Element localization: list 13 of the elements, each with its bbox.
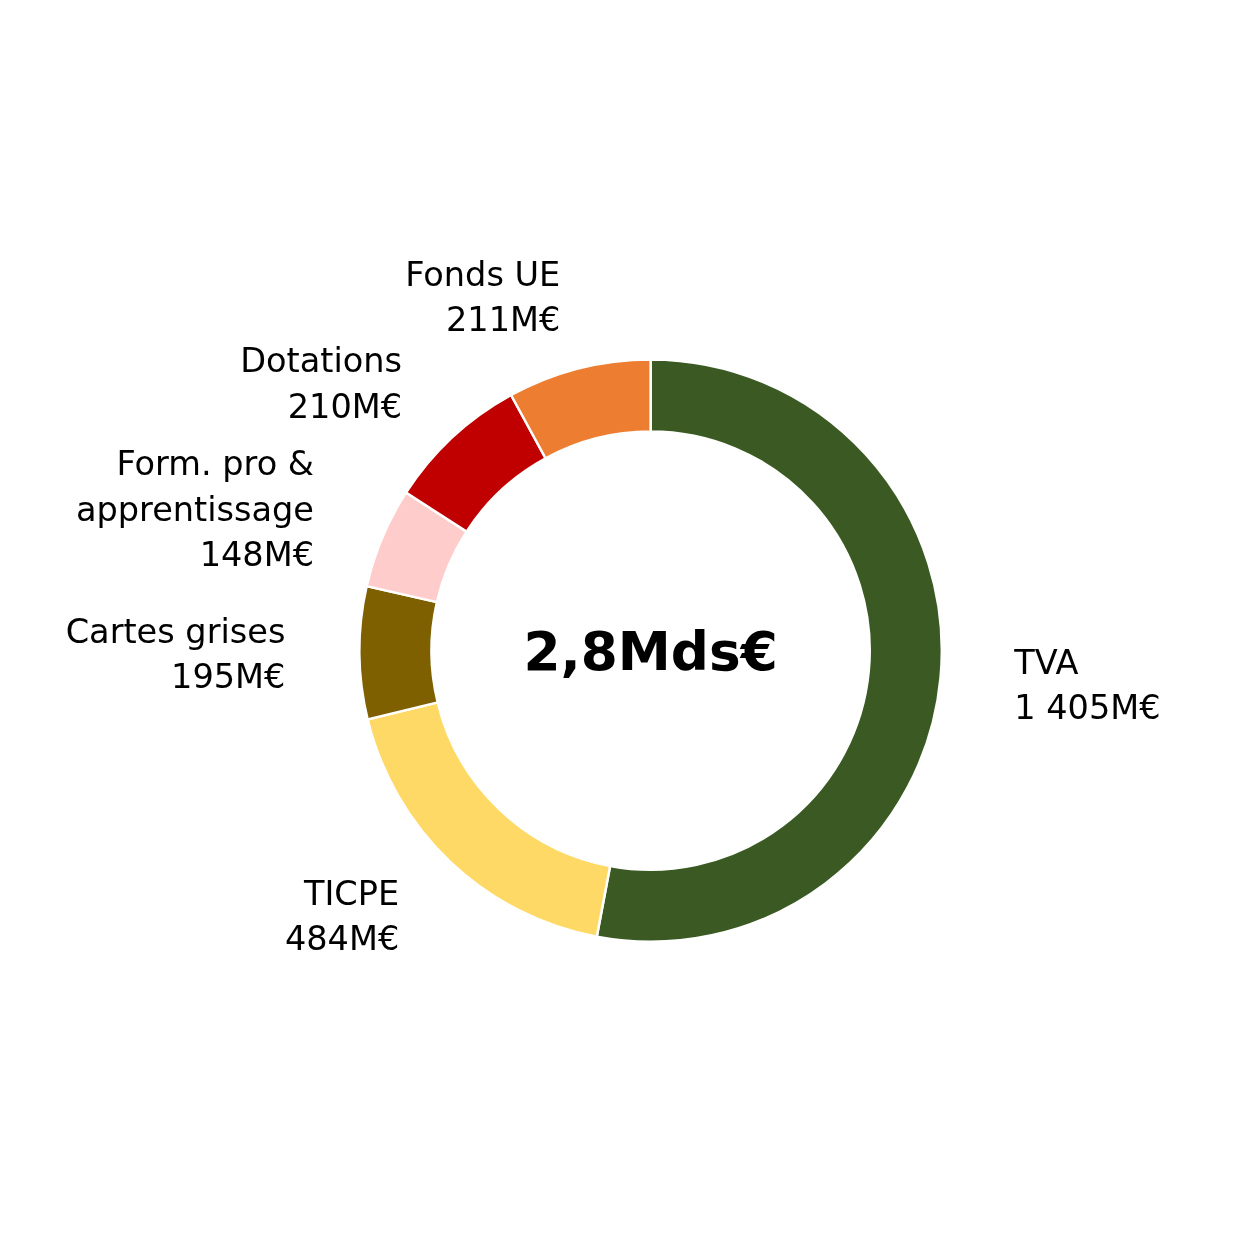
data-label: 210M€ (287, 386, 403, 426)
slice-label: TVA (1013, 642, 1079, 682)
text: 2,8Mds€ (523, 621, 778, 684)
data-label: 484M€ (284, 919, 400, 959)
slice-label: Dotations (240, 341, 403, 381)
data-label: 1 405M€ (1014, 688, 1161, 728)
slice-label: Form. pro & apprentissage (75, 444, 314, 529)
data-label: 211M€ (445, 300, 561, 340)
slice-label: Cartes grises (65, 611, 286, 651)
data-label: 148M€ (199, 535, 314, 575)
slice-label: TICPE (302, 873, 400, 913)
slice-label: Fonds UE (405, 254, 561, 294)
data-label: 195M€ (171, 656, 286, 696)
